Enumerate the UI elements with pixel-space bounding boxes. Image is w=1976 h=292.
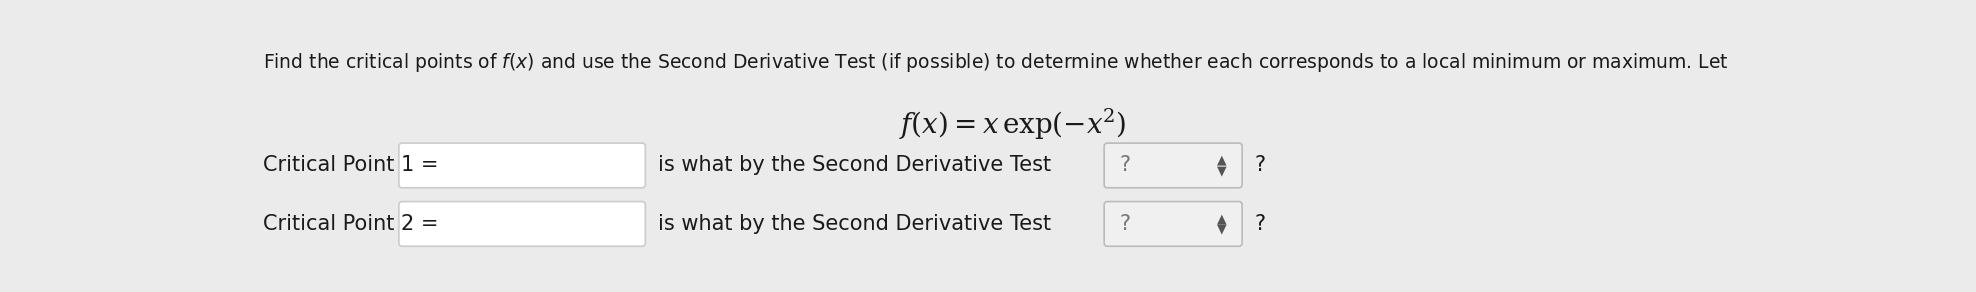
Text: ?: ? [1255,155,1265,175]
Text: Critical Point 2 =: Critical Point 2 = [263,214,439,234]
FancyBboxPatch shape [1105,143,1243,188]
FancyBboxPatch shape [399,143,646,188]
Text: ▼: ▼ [1217,223,1227,236]
Text: ▲: ▲ [1217,212,1227,225]
Text: ▲: ▲ [1217,154,1227,166]
FancyBboxPatch shape [1105,201,1243,246]
Text: is what by the Second Derivative Test: is what by the Second Derivative Test [658,214,1051,234]
Text: $f(x) = x\,\exp(-x^2)$: $f(x) = x\,\exp(-x^2)$ [899,107,1126,142]
Text: is what by the Second Derivative Test: is what by the Second Derivative Test [658,155,1051,175]
Text: ▼: ▼ [1217,164,1227,177]
FancyBboxPatch shape [399,201,646,246]
Text: Critical Point 1 =: Critical Point 1 = [263,155,439,175]
Text: ?: ? [1255,214,1265,234]
Text: ?: ? [1120,155,1130,175]
Text: Find the critical points of $f(x)$ and use the Second Derivative Test (if possib: Find the critical points of $f(x)$ and u… [263,51,1729,74]
Text: ?: ? [1120,214,1130,234]
